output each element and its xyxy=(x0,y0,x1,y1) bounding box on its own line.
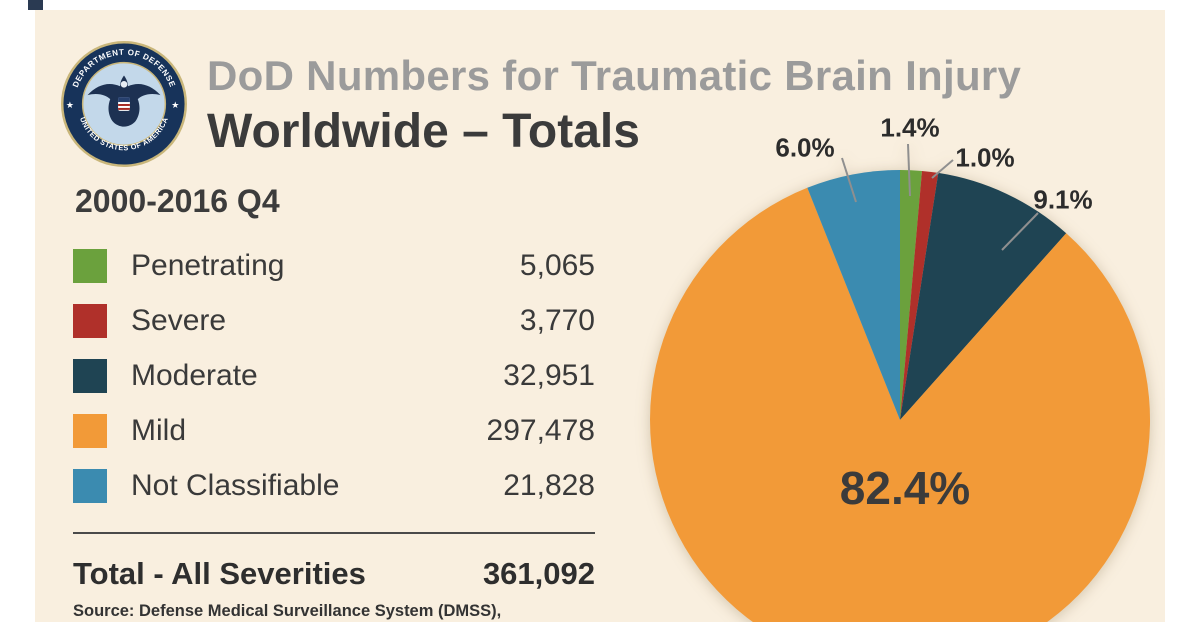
pie-label-moderate: 9.1% xyxy=(1033,184,1093,215)
legend-value: 297,478 xyxy=(486,413,595,447)
infographic-canvas: DEPARTMENT OF DEFENSE UNITED STATES OF A… xyxy=(35,10,1165,622)
total-row: Total - All Severities 361,092 xyxy=(73,556,595,592)
legend-row-severe: Severe 3,770 xyxy=(73,293,595,348)
swatch-severe xyxy=(73,303,107,338)
dod-seal-graphic: DEPARTMENT OF DEFENSE UNITED STATES OF A… xyxy=(60,40,188,168)
total-value: 361,092 xyxy=(482,556,595,591)
swatch-moderate xyxy=(73,358,107,393)
legend-label: Severe xyxy=(131,303,227,337)
pie-slice-penetrating xyxy=(900,170,922,420)
swatch-not-classifiable xyxy=(73,468,107,503)
total-divider xyxy=(73,532,595,534)
legend-label: Mild xyxy=(131,413,187,447)
legend-value: 5,065 xyxy=(519,248,595,282)
title-block: DoD Numbers for Traumatic Brain Injury W… xyxy=(207,52,1021,159)
seal-star-right: ★ xyxy=(171,100,179,110)
dod-seal: DEPARTMENT OF DEFENSE UNITED STATES OF A… xyxy=(60,40,188,168)
legend: Penetrating 5,065 Severe 3,770 Moderate … xyxy=(73,238,595,513)
pie-slices xyxy=(650,170,1151,622)
leader-lines xyxy=(841,143,1039,251)
pie-slice-mild xyxy=(650,187,1151,622)
pie-slice-not-classifiable xyxy=(807,170,900,420)
pie-slice-moderate xyxy=(900,172,1067,420)
legend-row-moderate: Moderate 32,951 xyxy=(73,348,595,403)
legend-row-penetrating: Penetrating 5,065 xyxy=(73,238,595,293)
legend-row-mild: Mild 297,478 xyxy=(73,403,595,458)
pie-label-mild: 82.4% xyxy=(839,462,971,514)
total-label: Total - All Severities xyxy=(73,556,366,591)
seal-star-left: ★ xyxy=(66,100,74,110)
source-note: Source: Defense Medical Surveillance Sys… xyxy=(73,602,502,620)
period-label: 2000-2016 Q4 xyxy=(75,183,280,219)
page-edge-artifact xyxy=(28,0,43,10)
page-subtitle: Worldwide – Totals xyxy=(207,105,640,158)
swatch-mild xyxy=(73,413,107,448)
swatch-penetrating xyxy=(73,248,107,283)
legend-label: Not Classifiable xyxy=(131,468,340,502)
legend-value: 32,951 xyxy=(503,358,595,392)
pie-label-not-classifiable: 6.0% xyxy=(775,132,835,163)
legend-label: Moderate xyxy=(131,358,258,392)
legend-row-not-classifiable: Not Classifiable 21,828 xyxy=(73,458,595,513)
pie-slice-severe xyxy=(900,171,939,420)
page-title: DoD Numbers for Traumatic Brain Injury xyxy=(207,52,1022,99)
legend-value: 3,770 xyxy=(519,303,595,337)
legend-value: 21,828 xyxy=(503,468,595,502)
legend-label: Penetrating xyxy=(131,248,285,282)
pie-label-severe: 1.0% xyxy=(955,142,1015,173)
pie-chart xyxy=(590,110,1165,622)
pie-label-penetrating: 1.4% xyxy=(880,112,940,143)
